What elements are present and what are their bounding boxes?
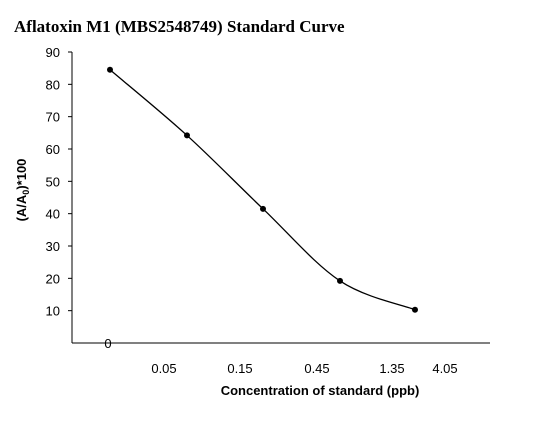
data-points <box>107 66 418 313</box>
x-axis-label: Concentration of standard (ppb) <box>221 383 420 398</box>
y-axis-label-subscript: 0 <box>21 190 31 195</box>
y-axis-label: (A/A0)*100 <box>14 159 31 222</box>
x-tick-group: 0.05 0.15 0.45 1.35 4.05 <box>151 361 457 376</box>
data-point <box>107 66 113 73</box>
y-tick-label: 80 <box>46 77 60 92</box>
x-tick-label: 0.15 <box>227 361 252 376</box>
y-tick-label: 10 <box>46 304 60 319</box>
y-tick-label: 50 <box>46 174 60 189</box>
y-tick-label: 60 <box>46 142 60 157</box>
data-point <box>337 277 343 284</box>
y-axis-label-main: (A/A <box>14 194 29 221</box>
data-point <box>260 205 266 212</box>
x-tick-label: 0.45 <box>304 361 329 376</box>
data-point <box>412 306 418 313</box>
y-axis-label-tail: )*100 <box>14 159 29 190</box>
y-tick-label: 30 <box>46 239 60 254</box>
y-tick-label: 90 <box>46 45 60 60</box>
x-tick-label: 4.05 <box>432 361 457 376</box>
y-tick-group: 10 20 30 40 50 60 70 80 90 <box>46 45 72 319</box>
y-tick-label: 70 <box>46 110 60 125</box>
data-point <box>184 132 190 139</box>
chart-title: Aflatoxin M1 (MBS2548749) Standard Curve <box>14 17 345 36</box>
x-tick-label: 1.35 <box>379 361 404 376</box>
x-origin-label: 0 <box>104 336 111 351</box>
y-tick-label: 20 <box>46 271 60 286</box>
series-line <box>109 69 416 311</box>
x-tick-label: 0.05 <box>151 361 176 376</box>
y-tick-label: 40 <box>46 207 60 222</box>
